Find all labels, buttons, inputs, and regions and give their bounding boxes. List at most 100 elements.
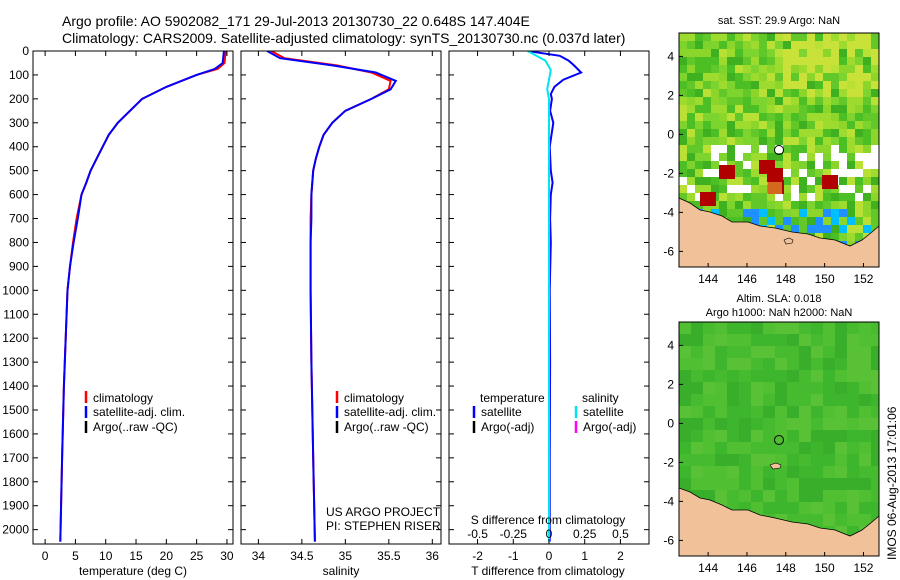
sla-cell [835, 334, 847, 346]
sst-cell [839, 193, 847, 201]
sst-cell [871, 153, 879, 161]
sla-cell [751, 346, 763, 358]
sla-cell [751, 418, 763, 430]
depth-tick-label: 1000 [2, 283, 29, 297]
sla-cell [775, 502, 787, 514]
sla-cell [775, 490, 787, 502]
sla-cell [823, 322, 835, 334]
sst-cell [703, 41, 711, 49]
sla-cell [679, 334, 691, 346]
sst-cell [767, 145, 775, 153]
sla-cell [727, 382, 739, 394]
sla-cell [679, 346, 691, 358]
x-tick-label: 0 [546, 549, 553, 563]
sla-cell [835, 442, 847, 454]
sst-cell [783, 129, 791, 137]
depth-tick-label: 1700 [2, 451, 29, 465]
sst-cell [823, 217, 831, 225]
sst-cell [751, 169, 759, 177]
depth-tick-label: 200 [9, 92, 29, 106]
sla-cell [727, 406, 739, 418]
sla-cell [823, 514, 835, 526]
sst-cell [727, 33, 735, 41]
sst-cell [775, 201, 783, 209]
sst-cell [863, 137, 871, 145]
sla-cell [739, 358, 751, 370]
sla-cell [823, 490, 835, 502]
sla-cell [727, 334, 739, 346]
sst-cell [687, 65, 695, 73]
sst-cell [855, 193, 863, 201]
depth-tick-label: 1500 [2, 403, 29, 417]
sst-cell [863, 161, 871, 169]
sst-cell [863, 145, 871, 153]
sst-cell [695, 177, 703, 185]
sst-cell [695, 153, 703, 161]
sla-cell [739, 454, 751, 466]
sla-cell [835, 346, 847, 358]
lon-tick-label: 150 [815, 272, 835, 286]
sst-cell [847, 233, 855, 241]
legend-salinity-header: salinity [582, 391, 619, 405]
sla-cell [727, 346, 739, 358]
sst-cell [743, 89, 751, 97]
sst-cell [759, 81, 767, 89]
legend-argo-label: Argo(..raw -QC) [344, 420, 429, 434]
sla-cell [859, 358, 871, 370]
sst-cell [831, 105, 839, 113]
sla-cell [871, 490, 879, 502]
sla-cell [763, 454, 775, 466]
sla-cell [871, 430, 879, 442]
sla-cell [751, 454, 763, 466]
sst-cell [807, 209, 815, 217]
sst-cell [679, 177, 687, 185]
sst-cell [847, 137, 855, 145]
sst-cell [719, 41, 727, 49]
sla-cell [799, 322, 811, 334]
sla-cell [859, 466, 871, 478]
sst-cell [735, 105, 743, 113]
sla-cell [775, 394, 787, 406]
sst-cell [711, 73, 719, 81]
sla-cell [787, 442, 799, 454]
sst-cell [727, 57, 735, 65]
depth-tick-label: 900 [9, 259, 29, 273]
sst-cell [775, 121, 783, 129]
sla-cell [835, 406, 847, 418]
sst-cell [751, 73, 759, 81]
sst-cell [783, 97, 791, 105]
sst-cell [735, 209, 743, 217]
sla-cell [811, 514, 823, 526]
sla-cell [763, 478, 775, 490]
sla-cell [871, 346, 879, 358]
sst-cell [767, 57, 775, 65]
sst-cell [687, 177, 695, 185]
sst-cell [863, 89, 871, 97]
sst-cell [743, 129, 751, 137]
sla-cell [823, 454, 835, 466]
sst-cell [775, 217, 783, 225]
sla-cell [799, 346, 811, 358]
sla-cell [799, 406, 811, 418]
sst-cell [823, 193, 831, 201]
sst-map-frame [678, 32, 880, 268]
depth-tick-label: 500 [9, 164, 29, 178]
sst-cell [775, 89, 783, 97]
sst-cell [839, 41, 847, 49]
sst-cell [743, 73, 751, 81]
sst-cell [823, 137, 831, 145]
lat-tick-label: 2 [667, 377, 674, 391]
x-tick-label: 36 [426, 549, 440, 563]
sst-cell [871, 177, 879, 185]
sst-cell [847, 177, 855, 185]
sst-cell [695, 33, 703, 41]
sst-cell [695, 161, 703, 169]
sla-cell [871, 418, 879, 430]
sla-cell [715, 466, 727, 478]
sst-cell [735, 137, 743, 145]
sst-cell [783, 137, 791, 145]
sla-argo-marker [774, 435, 784, 445]
sla-cell [859, 478, 871, 490]
sst-cell [719, 121, 727, 129]
